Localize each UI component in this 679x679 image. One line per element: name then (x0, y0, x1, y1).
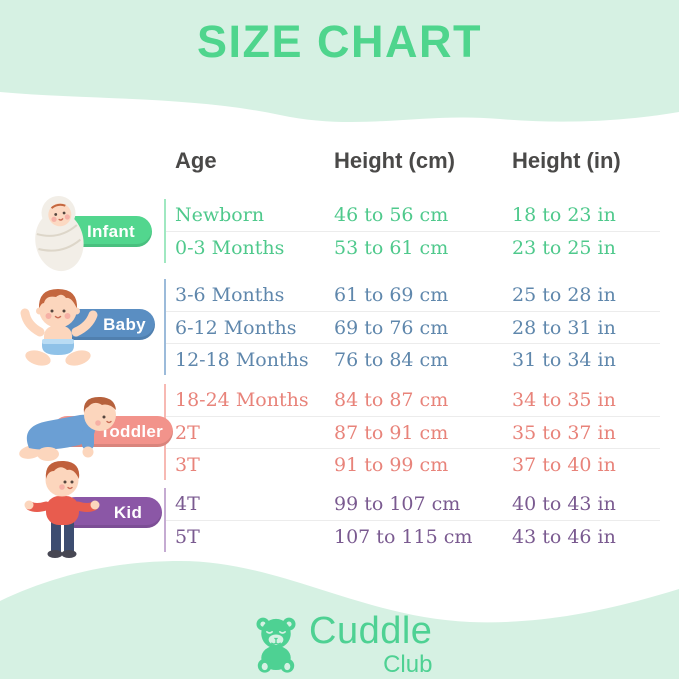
brand-text: Cuddle Club (309, 612, 432, 679)
age-cell: 2T (175, 421, 200, 444)
group-infant: Newborn 46 to 56 cm 18 to 23 in 0-3 Mont… (164, 199, 660, 263)
height-cm-cell: 61 to 69 cm (334, 284, 449, 306)
height-in-cell: 37 to 40 in (512, 453, 616, 476)
age-cell: 3-6 Months (175, 284, 285, 306)
height-in-cell: 43 to 46 in (512, 525, 616, 548)
table-row: Newborn 46 to 56 cm 18 to 23 in (166, 199, 660, 231)
age-cell: 4T (175, 493, 200, 515)
height-in-cell: 25 to 28 in (512, 284, 616, 306)
height-cm-cell: 91 to 99 cm (334, 453, 449, 476)
age-cell: 18-24 Months (175, 389, 309, 411)
height-in-cell: 23 to 25 in (512, 236, 616, 259)
table-row: 12-18 Months 76 to 84 cm 31 to 34 in (166, 343, 660, 375)
height-cm-cell: 69 to 76 cm (334, 316, 449, 339)
height-cm-cell: 76 to 84 cm (334, 348, 449, 371)
table-row: 0-3 Months 53 to 61 cm 23 to 25 in (166, 231, 660, 263)
kid-illustration (24, 460, 100, 558)
table-row: 6-12 Months 69 to 76 cm 28 to 31 in (166, 311, 660, 343)
table-header-row: Age Height (cm) Height (in) (164, 148, 660, 174)
table-row: 4T 99 to 107 cm 40 to 43 in (166, 488, 660, 520)
group-kid: 4T 99 to 107 cm 40 to 43 in 5T 107 to 11… (164, 488, 660, 552)
age-cell: 5T (175, 525, 200, 548)
table-row: 2T 87 to 91 cm 35 to 37 in (166, 416, 660, 448)
toddler-illustration (19, 396, 116, 461)
group-toddler: 18-24 Months 84 to 87 cm 34 to 35 in 2T … (164, 384, 660, 480)
baby-illustration (20, 289, 98, 366)
table-row: 3-6 Months 61 to 69 cm 25 to 28 in (166, 279, 660, 311)
table-row: 3T 91 to 99 cm 37 to 40 in (166, 448, 660, 480)
height-in-cell: 40 to 43 in (512, 493, 616, 515)
height-in-cell: 18 to 23 in (512, 204, 616, 226)
height-cm-cell: 84 to 87 cm (334, 389, 449, 411)
brand-logo: Cuddle Club (250, 612, 432, 679)
header-height-in: Height (in) (512, 148, 621, 173)
height-in-cell: 28 to 31 in (512, 316, 616, 339)
age-cell: 6-12 Months (175, 316, 297, 339)
age-cell: Newborn (175, 204, 265, 226)
table-row: 5T 107 to 115 cm 43 to 46 in (166, 520, 660, 552)
bear-icon (256, 617, 296, 673)
page-title: SIZE CHART (197, 16, 482, 67)
header-age: Age (175, 148, 217, 173)
height-cm-cell: 99 to 107 cm (334, 493, 461, 515)
height-in-cell: 35 to 37 in (512, 421, 616, 444)
brand-subname: Club (383, 651, 433, 678)
age-cell: 3T (175, 453, 200, 476)
bottom-wave (0, 561, 679, 679)
height-cm-cell: 46 to 56 cm (334, 204, 449, 226)
header-height-cm: Height (cm) (334, 148, 455, 173)
height-cm-cell: 87 to 91 cm (334, 421, 449, 444)
height-cm-cell: 53 to 61 cm (334, 236, 449, 259)
age-cell: 12-18 Months (175, 348, 309, 371)
brand-name: Cuddle (309, 610, 433, 652)
top-wave (0, 0, 679, 123)
height-in-cell: 31 to 34 in (512, 348, 616, 371)
height-cm-cell: 107 to 115 cm (334, 525, 473, 548)
height-in-cell: 34 to 35 in (512, 389, 616, 411)
infant-illustration (35, 195, 84, 272)
group-baby: 3-6 Months 61 to 69 cm 25 to 28 in 6-12 … (164, 279, 660, 375)
age-cell: 0-3 Months (175, 236, 285, 259)
table-row: 18-24 Months 84 to 87 cm 34 to 35 in (166, 384, 660, 416)
